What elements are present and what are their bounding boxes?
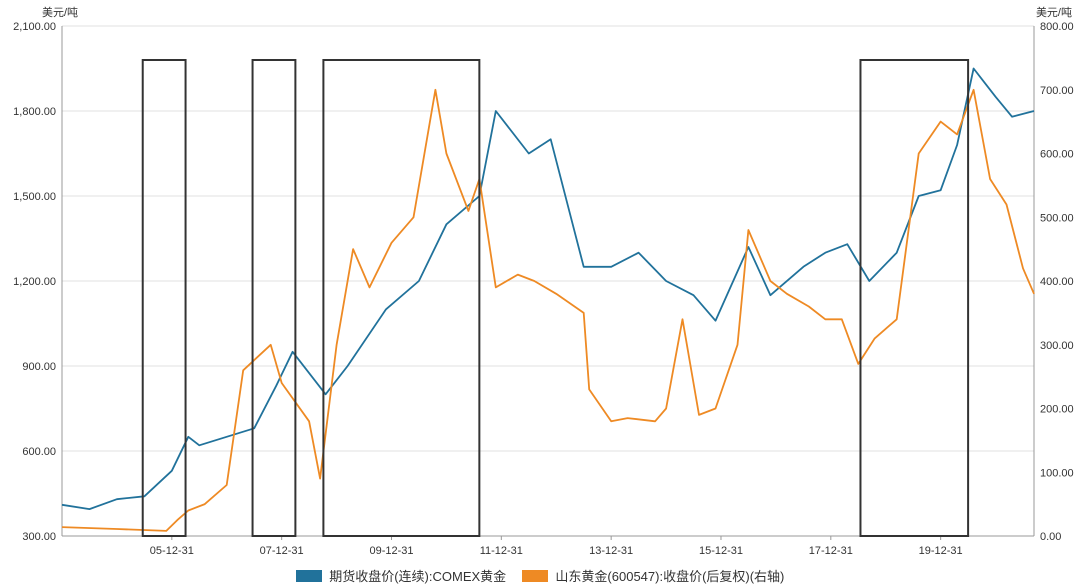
left-tick-label: 1,200.00 [13,276,56,288]
right-tick-label: 100.00 [1040,467,1074,479]
x-axis-ticks: 05-12-31 07-12-31 09-12-31 11-12-31 13-12-31… [150,536,963,557]
right-axis-ticks: 0.00 100.00 200.00 300.00 400.00 500.00 600.00… [1040,21,1074,543]
grid [61,25,1035,537]
legend: 期货收盘价(连续):COMEX黄金 山东黄金(600547):收盘价(后复权)(… [0,566,1080,585]
left-tick-label: 600.00 [22,446,56,458]
left-axis-unit: 美元/吨 [42,7,79,19]
legend-item-shandong-gold[interactable]: 山东黄金(600547):收盘价(后复权)(右轴) [521,566,785,585]
highlight-box [141,59,187,537]
left-tick-label: 300.00 [22,531,56,543]
legend-label-shandong-gold: 山东黄金(600547):收盘价(后复权)(右轴) [555,569,785,584]
series-line-1 [61,88,1035,532]
legend-swatch-comex-gold [295,570,322,582]
right-tick-label: 200.00 [1040,404,1074,416]
legend-swatch-shandong-gold [521,570,548,582]
x-tick-label: 07-12-31 [260,545,304,557]
left-tick-label: 1,500.00 [13,191,56,203]
x-tick-label: 09-12-31 [369,545,413,557]
right-tick-label: 0.00 [1040,531,1061,543]
legend-label-comex-gold: 期货收盘价(连续):COMEX黄金 [329,569,507,584]
x-tick-label: 05-12-31 [150,545,194,557]
right-tick-label: 300.00 [1040,340,1074,352]
left-tick-label: 1,800.00 [13,106,56,118]
x-tick-label: 15-12-31 [699,545,743,557]
right-tick-label: 800.00 [1040,21,1074,33]
highlight-box [859,59,970,537]
series-line-0 [61,67,1035,511]
left-tick-label: 2,100.00 [13,21,56,33]
right-tick-label: 700.00 [1040,85,1074,97]
left-tick-label: 900.00 [22,361,56,373]
highlight-box [251,59,297,537]
right-axis-unit: 美元/吨 [1035,7,1072,19]
right-tick-label: 600.00 [1040,149,1074,161]
right-tick-label: 500.00 [1040,212,1074,224]
legend-item-comex-gold[interactable]: 期货收盘价(连续):COMEX黄金 [295,566,507,585]
x-tick-label: 13-12-31 [589,545,633,557]
series-lines [61,67,1035,532]
highlight-box [322,59,481,537]
left-axis-ticks: 300.00 600.00 900.00 1,200.00 1,500.00 1,800.… [13,21,56,543]
x-tick-label: 19-12-31 [919,545,963,557]
highlight-boxes [141,59,970,537]
right-tick-label: 400.00 [1040,276,1074,288]
x-tick-label: 11-12-31 [480,545,523,557]
x-tick-label: 17-12-31 [809,545,853,557]
